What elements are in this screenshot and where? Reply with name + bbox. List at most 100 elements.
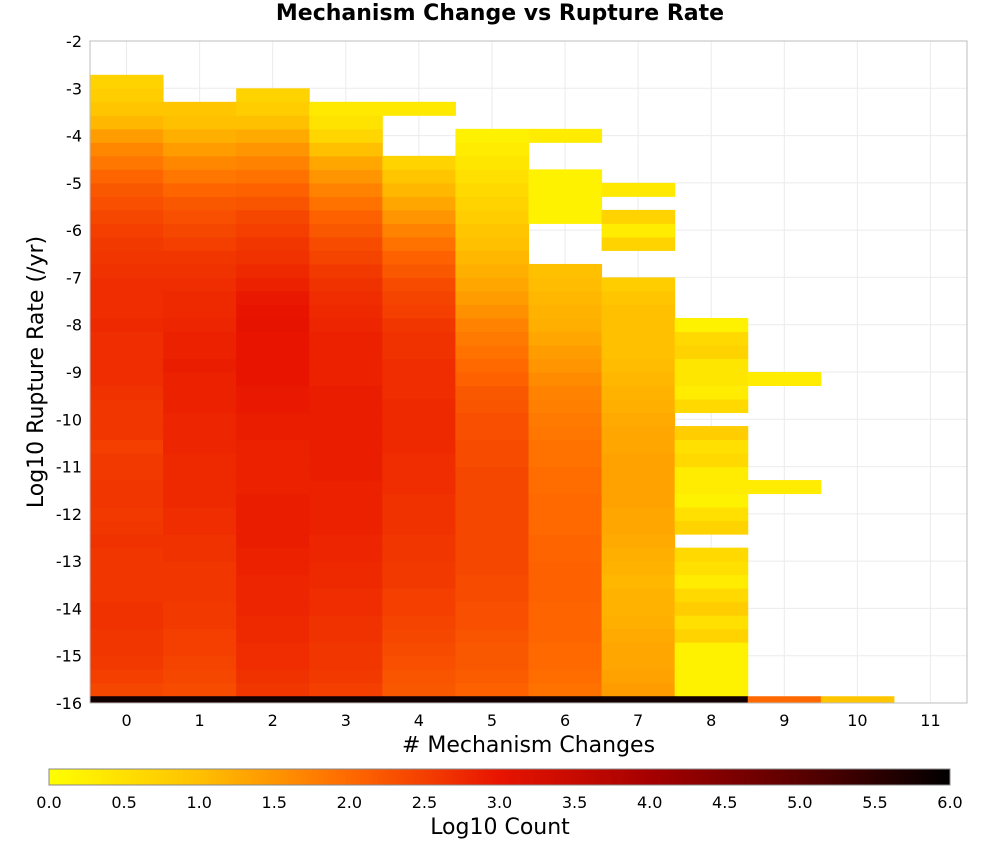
heatmap-cell	[674, 520, 749, 535]
heatmap-cell	[601, 669, 676, 684]
heatmap-cell	[163, 317, 237, 332]
heatmap-cell	[309, 196, 383, 211]
heatmap-cell	[674, 628, 749, 643]
heatmap-cell	[236, 439, 310, 454]
heatmap-cell	[528, 534, 603, 549]
heatmap-cell	[382, 588, 456, 603]
heatmap-cell	[236, 655, 310, 670]
heatmap-cell	[382, 534, 456, 549]
heatmap-cell	[382, 453, 456, 468]
heatmap-cell	[674, 466, 749, 481]
heatmap-cell	[382, 317, 456, 332]
heatmap-cell	[455, 344, 529, 359]
heatmap-cell	[601, 182, 676, 197]
heatmap-cell	[236, 182, 310, 197]
heatmap-cell	[601, 277, 676, 292]
heatmap-cell	[90, 290, 164, 305]
heatmap-cell	[309, 372, 383, 387]
heatmap-cell	[236, 263, 310, 278]
heatmap-cell	[674, 426, 749, 441]
heatmap-cell	[747, 480, 822, 495]
heatmap-cell	[601, 290, 676, 305]
heatmap-cell	[601, 547, 676, 562]
heatmap-cell	[455, 682, 529, 697]
heatmap-cell	[455, 642, 529, 657]
heatmap-cell	[90, 399, 164, 414]
heatmap-cell	[163, 615, 237, 630]
heatmap-cell	[90, 534, 164, 549]
heatmap-cell	[236, 101, 310, 116]
heatmap-cell	[455, 304, 529, 319]
heatmap-cell	[163, 628, 237, 643]
heatmap-cell	[163, 101, 237, 116]
heatmap-cell	[90, 696, 164, 703]
heatmap-cell	[163, 155, 237, 170]
heatmap-cell	[90, 358, 164, 373]
heatmap-cell	[236, 209, 310, 224]
heatmap-cell	[382, 101, 456, 116]
heatmap-cell	[528, 412, 603, 427]
heatmap-cell	[309, 601, 383, 616]
heatmap-cell	[528, 169, 603, 184]
heatmap-cell	[163, 263, 237, 278]
heatmap-cell	[528, 615, 603, 630]
heatmap-cell	[382, 236, 456, 251]
heatmap-cell	[309, 453, 383, 468]
heatmap-cell	[90, 615, 164, 630]
heatmap-cell	[309, 142, 383, 157]
heatmap-cell	[163, 236, 237, 251]
y-tick-label: -10	[56, 410, 82, 429]
heatmap-cell	[309, 520, 383, 535]
heatmap-cell	[163, 601, 237, 616]
heatmap-cell	[382, 304, 456, 319]
heatmap-cell	[528, 128, 603, 143]
heatmap-cell	[674, 344, 749, 359]
heatmap-cell	[90, 412, 164, 427]
heatmap-cell	[163, 128, 237, 143]
heatmap-cell	[601, 223, 676, 238]
heatmap-cell	[601, 520, 676, 535]
colorbar-tick-label: 4.0	[637, 793, 662, 812]
heatmap-cell	[90, 88, 164, 103]
heatmap-cell	[309, 426, 383, 441]
heatmap-cell	[382, 615, 456, 630]
heatmap-cell	[601, 331, 676, 346]
heatmap-cell	[528, 385, 603, 400]
heatmap-cell	[601, 399, 676, 414]
heatmap-cell	[309, 209, 383, 224]
heatmap-cell	[382, 250, 456, 265]
x-tick-label: 4	[414, 711, 424, 730]
heatmap-cell	[309, 344, 383, 359]
heatmap-cell	[163, 331, 237, 346]
heatmap-cell	[528, 290, 603, 305]
heatmap-cell	[528, 426, 603, 441]
heatmap-cell	[455, 372, 529, 387]
heatmap-cell	[163, 574, 237, 589]
heatmap-cell	[674, 317, 749, 332]
heatmap-cell	[163, 655, 237, 670]
heatmap-cell	[528, 520, 603, 535]
heatmap-cell	[528, 682, 603, 697]
heatmap-cell	[674, 331, 749, 346]
heatmap-cell	[163, 534, 237, 549]
heatmap-cell	[528, 263, 603, 278]
x-axis-label: # Mechanism Changes	[401, 733, 656, 758]
heatmap-cell	[236, 385, 310, 400]
heatmap-cell	[90, 236, 164, 251]
heatmap-cell	[90, 385, 164, 400]
heatmap-cell	[163, 372, 237, 387]
heatmap-cell	[455, 317, 529, 332]
heatmap-cell	[601, 507, 676, 522]
heatmap-cell	[90, 74, 164, 89]
heatmap-cell	[236, 669, 310, 684]
y-tick-label: -15	[56, 647, 82, 666]
heatmap-cell	[382, 358, 456, 373]
heatmap-cell	[90, 317, 164, 332]
heatmap-cell	[528, 344, 603, 359]
heatmap-cell	[163, 344, 237, 359]
heatmap-cell	[601, 696, 676, 703]
heatmap-cell	[528, 399, 603, 414]
heatmap-cell	[528, 601, 603, 616]
